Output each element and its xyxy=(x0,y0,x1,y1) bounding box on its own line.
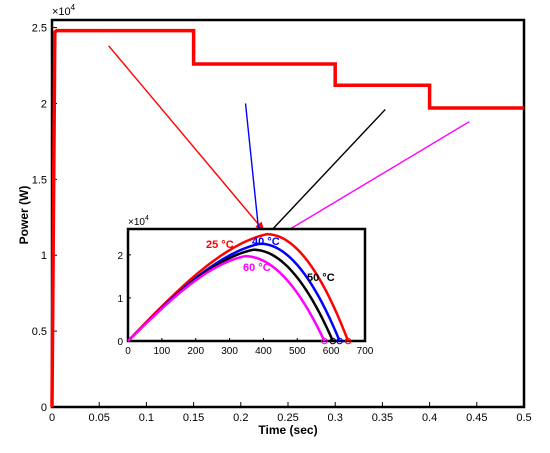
annotation-25c: 25 °C xyxy=(206,239,234,251)
annotation-50c: 50 °C xyxy=(307,272,335,284)
inset-x-tick-label: 0 xyxy=(125,346,131,357)
inset-x-tick-label: 300 xyxy=(221,346,238,357)
inset-x-tick-label: 100 xyxy=(154,346,171,357)
main-x-tick-label: 0.25 xyxy=(277,412,298,424)
arrow-line xyxy=(108,45,262,228)
y-axis-label: Power (W) xyxy=(17,186,31,245)
arrow-line xyxy=(244,103,260,235)
inset-voc-marker xyxy=(329,337,337,345)
inset-pv-curve xyxy=(127,254,326,342)
inset-x-tick-label: 700 xyxy=(357,346,374,357)
main-y-tick-label: 1 xyxy=(41,250,47,262)
main-x-tick-label: 0.15 xyxy=(183,412,204,424)
main-y-tick-label: 2 xyxy=(41,98,47,110)
inset-y-tick-label: 0 xyxy=(117,337,123,348)
main-y-tick-label: 2.5 xyxy=(32,23,47,35)
inset-y-tick-label: 2 xyxy=(117,251,123,262)
main-x-tick-label: 0.4 xyxy=(422,412,437,424)
main-x-tick-label: 0.05 xyxy=(88,412,109,424)
inset-voc-marker xyxy=(321,337,328,345)
main-axis-ticks: 0 0.05 0.1 0.15 0.2 0.25 0.3 0.35 0.4 0.45 0.5 0 0.5… xyxy=(32,23,532,424)
annotation-40c: 40 °C xyxy=(252,236,280,248)
main-x-tick-label: 0.35 xyxy=(372,412,393,424)
main-x-tick-label: 0.2 xyxy=(233,412,248,424)
main-series-group xyxy=(50,28,524,408)
arrow-line xyxy=(258,109,386,244)
main-x-tick-label: 0.1 xyxy=(139,412,154,424)
main-y-tick-label: 1.5 xyxy=(32,174,47,186)
inset-plot-area xyxy=(126,227,367,343)
main-x-tick-label: 0.3 xyxy=(328,412,343,424)
inset-x-tick-label: 600 xyxy=(323,346,340,357)
main-y-tick-label: 0.5 xyxy=(32,326,47,338)
main-y-exponent: ×104 xyxy=(52,3,76,18)
main-x-tick-label: 0.5 xyxy=(516,412,531,424)
inset-x-tick-label: 400 xyxy=(255,346,272,357)
inset-voc-marker xyxy=(336,337,343,345)
x-axis-label: Time (sec) xyxy=(258,423,317,437)
inset-y-exponent: ×104 xyxy=(128,215,149,228)
annotation-60c: 60 °C xyxy=(243,262,271,274)
inset-x-tick-label: 500 xyxy=(289,346,306,357)
inset-voc-marker xyxy=(344,337,352,345)
main-y-tick-label: 0 xyxy=(41,402,47,414)
inset-series-group xyxy=(127,232,352,345)
main-x-tick-label: 0.45 xyxy=(466,412,487,424)
main-x-tick-label: 0 xyxy=(49,412,55,424)
inset-y-tick-label: 1 xyxy=(117,294,123,305)
main-power-line xyxy=(50,28,524,408)
inset-x-tick-label: 200 xyxy=(187,346,204,357)
